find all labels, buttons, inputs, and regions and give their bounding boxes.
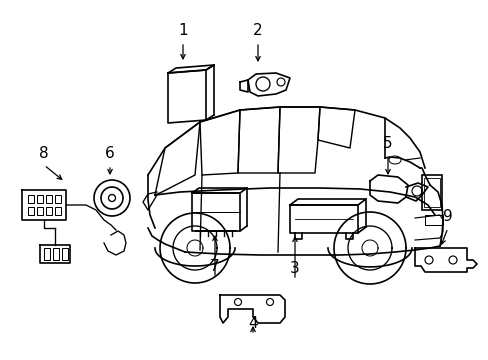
Bar: [37, 207, 43, 215]
Bar: [423, 178, 439, 207]
Bar: [55, 195, 61, 203]
Bar: [62, 248, 68, 260]
Text: 6: 6: [105, 146, 115, 161]
Bar: [424, 215, 442, 225]
Text: 8: 8: [39, 146, 49, 161]
Text: 2: 2: [253, 23, 262, 38]
Bar: [46, 195, 52, 203]
Bar: [55, 207, 61, 215]
Bar: [44, 248, 50, 260]
Bar: [28, 195, 34, 203]
Text: 1: 1: [178, 23, 187, 38]
Text: 3: 3: [289, 261, 299, 276]
Bar: [53, 248, 59, 260]
Bar: [46, 207, 52, 215]
Text: 4: 4: [248, 316, 257, 331]
Bar: [37, 195, 43, 203]
Text: 5: 5: [383, 136, 392, 151]
Bar: [421, 175, 441, 210]
Bar: [28, 207, 34, 215]
Text: 9: 9: [442, 209, 452, 224]
Text: 7: 7: [210, 259, 220, 274]
